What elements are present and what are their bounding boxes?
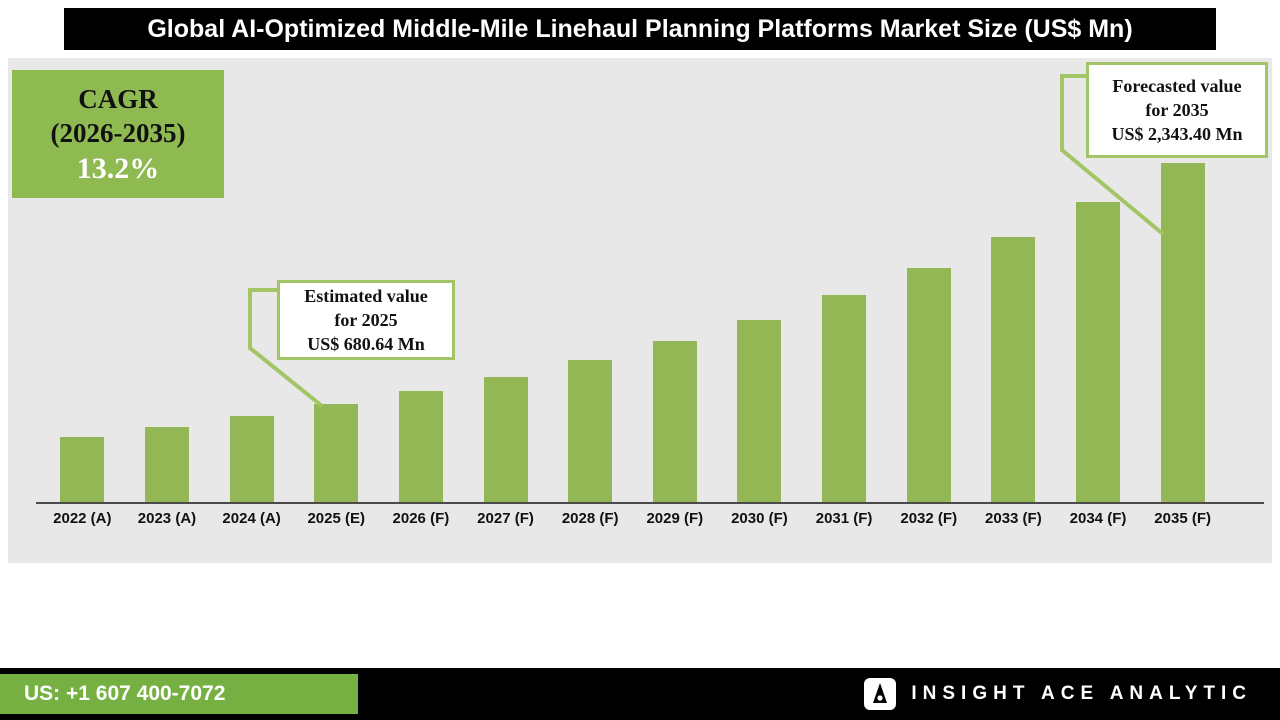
- bar-2033F: [991, 237, 1036, 503]
- forecasted-line2: for 2035: [1145, 100, 1209, 120]
- chart-column: 2028 (F): [548, 155, 633, 533]
- brand-block: INSIGHT ACE ANALYTIC: [863, 668, 1252, 720]
- x-axis-label: 2032 (F): [900, 509, 958, 527]
- contributors-strip: Market Contributors: BlueYonder DESC RTE…: [0, 563, 1280, 663]
- chart-column: 2035 (F): [1140, 155, 1225, 533]
- title-bar: Global AI-Optimized Middle-Mile Linehaul…: [64, 8, 1216, 50]
- bar-2030F: [737, 320, 782, 503]
- bar-2034F: [1076, 202, 1120, 503]
- footer-bar: US: +1 607 400-7072 INSIGHT ACE ANALYTIC: [0, 668, 1280, 720]
- bar-2022A: [60, 437, 105, 503]
- bar-chart: 2022 (A) 2023 (A) 2024 (A) 2025 (E) 2026 (F)…: [40, 155, 1225, 533]
- estimated-value-callout: Estimated value for 2025 US$ 680.64 Mn: [277, 280, 455, 360]
- x-axis-label: 2025 (E): [307, 509, 366, 527]
- bar-2027F: [483, 377, 528, 503]
- x-axis-label: 2022 (A): [53, 509, 112, 527]
- chart-column: 2034 (F): [1056, 155, 1141, 533]
- chart-column: 2027 (F): [463, 155, 548, 533]
- bar-2035F: [1160, 163, 1205, 503]
- bar-2026F: [398, 391, 443, 503]
- bar-2032F: [906, 268, 951, 503]
- estimated-line1: Estimated value: [304, 286, 428, 306]
- chart-column: 2023 (A): [125, 155, 210, 533]
- bar-2028F: [568, 360, 613, 503]
- estimated-value: US$ 680.64 Mn: [307, 334, 425, 354]
- forecasted-value: US$ 2,343.40 Mn: [1111, 124, 1243, 144]
- forecasted-value-callout: Forecasted value for 2035 US$ 2,343.40 M…: [1086, 62, 1268, 158]
- x-axis-label: 2027 (F): [477, 509, 534, 527]
- cagr-box: CAGR (2026-2035) 13.2%: [12, 70, 224, 198]
- x-axis-label: 2034 (F): [1069, 509, 1127, 527]
- chart-column: 2025 (E): [294, 155, 379, 533]
- x-axis-label: 2035 (F): [1154, 509, 1211, 527]
- bar-2029F: [652, 341, 697, 503]
- page-title: Global AI-Optimized Middle-Mile Linehaul…: [147, 14, 1133, 43]
- chart-column: 2030 (F): [717, 155, 802, 533]
- chart-column: 2024 (A): [209, 155, 294, 533]
- chart-column: 2032 (F): [886, 155, 971, 533]
- x-axis-label: 2026 (F): [392, 509, 450, 527]
- insight-ace-logo-icon: [864, 678, 897, 710]
- forecasted-line1: Forecasted value: [1112, 76, 1242, 96]
- chart-column: 2026 (F): [379, 155, 464, 533]
- x-axis-label: 2028 (F): [561, 509, 619, 527]
- estimated-line2: for 2025: [334, 310, 398, 330]
- chart-column: 2033 (F): [971, 155, 1056, 533]
- x-axis-label: 2030 (F): [731, 509, 788, 527]
- chart-column: 2029 (F): [632, 155, 717, 533]
- bar-2025E: [314, 404, 359, 503]
- x-axis-line: [36, 502, 1264, 504]
- chart-column: 2031 (F): [802, 155, 887, 533]
- brand-name: INSIGHT ACE ANALYTIC: [911, 683, 1252, 704]
- phone-number: US: +1 607 400-7072: [24, 682, 226, 705]
- cagr-label: CAGR: [78, 84, 158, 114]
- x-axis-label: 2024 (A): [222, 509, 281, 527]
- phone-contact: US: +1 607 400-7072: [0, 674, 358, 714]
- chart-column: 2022 (A): [40, 155, 125, 533]
- cagr-value: 13.2%: [76, 152, 160, 185]
- bar-2023A: [144, 427, 189, 503]
- x-axis-label: 2029 (F): [646, 509, 704, 527]
- cagr-period: (2026-2035): [50, 118, 186, 148]
- x-axis-label: 2031 (F): [815, 509, 873, 527]
- x-axis-label: 2023 (A): [137, 509, 197, 527]
- bar-2031F: [822, 295, 867, 503]
- bar-2024A: [229, 416, 274, 503]
- x-axis-label: 2033 (F): [985, 509, 1042, 527]
